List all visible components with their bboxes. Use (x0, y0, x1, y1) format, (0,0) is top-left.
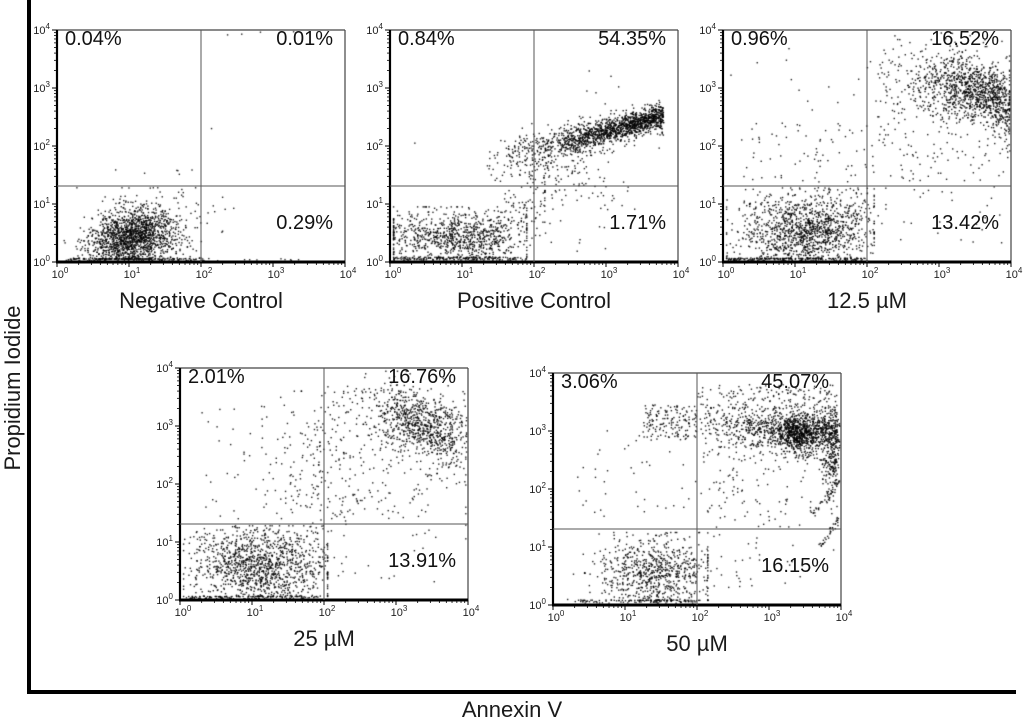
svg-text:104: 104 (529, 365, 546, 380)
figure-y-axis-line (27, 0, 31, 694)
svg-text:104: 104 (1006, 266, 1023, 281)
svg-text:100: 100 (52, 266, 69, 281)
quadrant-pct-lower-right: 1.71% (609, 212, 666, 234)
svg-text:103: 103 (156, 418, 173, 433)
svg-text:100: 100 (366, 254, 383, 269)
plot-axes: 100 101 102 103 104 100 101 102 103 104 (699, 22, 1023, 281)
svg-text:102: 102 (529, 481, 546, 496)
plot-title: 12.5 µM (827, 288, 907, 313)
plot-50-um: 100 101 102 103 104 100 101 102 103 104 3.06% 45.… (517, 355, 853, 656)
quadrant-pct-upper-right: 45.07% (761, 371, 829, 393)
svg-text:102: 102 (319, 604, 336, 619)
svg-text:103: 103 (529, 423, 546, 438)
quadrant-pct-upper-left: 0.04% (65, 28, 122, 50)
plot-axes: 100 101 102 103 104 100 101 102 103 104 (156, 360, 480, 619)
quadrant-pct-upper-right: 16.76% (388, 366, 456, 388)
quadrant-pct-upper-right: 54.35% (598, 28, 666, 50)
svg-text:102: 102 (366, 138, 383, 153)
svg-text:102: 102 (862, 266, 879, 281)
svg-text:103: 103 (601, 266, 618, 281)
svg-text:100: 100 (548, 609, 565, 624)
quadrant-pct-lower-right: 0.29% (276, 212, 333, 234)
plot-title: Positive Control (456, 288, 612, 313)
svg-text:101: 101 (156, 534, 173, 549)
svg-text:101: 101 (247, 604, 264, 619)
svg-text:100: 100 (385, 266, 402, 281)
plot-title: Negative Control (119, 288, 283, 313)
svg-text:104: 104 (699, 22, 716, 37)
svg-text:101: 101 (124, 266, 141, 281)
svg-text:102: 102 (692, 609, 709, 624)
svg-text:101: 101 (790, 266, 807, 281)
svg-text:100: 100 (156, 592, 173, 607)
svg-text:102: 102 (156, 476, 173, 491)
svg-text:101: 101 (366, 196, 383, 211)
quadrant-pct-upper-left: 2.01% (188, 366, 245, 388)
svg-text:100: 100 (175, 604, 192, 619)
svg-text:102: 102 (699, 138, 716, 153)
svg-text:100: 100 (529, 597, 546, 612)
svg-text:100: 100 (718, 266, 735, 281)
plot-title: 25 µM (293, 626, 355, 651)
svg-text:101: 101 (529, 539, 546, 554)
svg-text:101: 101 (699, 196, 716, 211)
svg-text:104: 104 (366, 22, 383, 37)
svg-text:102: 102 (33, 138, 50, 153)
plot-12-5-um: 100 101 102 103 104 100 101 102 103 104 0.96% 16.… (687, 12, 1023, 313)
quadrant-pct-lower-right: 16.15% (761, 555, 829, 577)
quadrant-pct-upper-left: 0.84% (398, 28, 455, 50)
svg-text:103: 103 (934, 266, 951, 281)
quadrant-pct-lower-right: 13.91% (388, 550, 456, 572)
svg-text:104: 104 (156, 360, 173, 375)
svg-text:103: 103 (268, 266, 285, 281)
quadrant-pct-upper-left: 0.96% (731, 28, 788, 50)
quadrant-pct-upper-right: 0.01% (276, 28, 333, 50)
plot-25-um: 100 101 102 103 104 100 101 102 103 104 2.01% 16.… (144, 350, 480, 651)
svg-text:101: 101 (33, 196, 50, 211)
quadrant-pct-upper-left: 3.06% (561, 371, 618, 393)
quadrant-pct-upper-right: 16.52% (931, 28, 999, 50)
svg-text:101: 101 (620, 609, 637, 624)
svg-text:102: 102 (529, 266, 546, 281)
svg-text:100: 100 (699, 254, 716, 269)
svg-text:103: 103 (366, 80, 383, 95)
svg-text:103: 103 (33, 80, 50, 95)
svg-text:104: 104 (463, 604, 480, 619)
quadrant-pct-lower-right: 13.42% (931, 212, 999, 234)
plot-title: 50 µM (666, 631, 728, 656)
svg-text:103: 103 (764, 609, 781, 624)
svg-text:102: 102 (196, 266, 213, 281)
svg-text:103: 103 (391, 604, 408, 619)
x-axis-label: Annexin V (461, 697, 563, 722)
y-axis-label: Propidium Iodide (0, 305, 25, 471)
figure-x-axis-line (27, 690, 1016, 694)
svg-text:104: 104 (836, 609, 853, 624)
plot-axes: 100 101 102 103 104 100 101 102 103 104 (529, 365, 853, 624)
svg-text:103: 103 (699, 80, 716, 95)
svg-text:104: 104 (33, 22, 50, 37)
svg-text:101: 101 (457, 266, 474, 281)
svg-text:100: 100 (33, 254, 50, 269)
